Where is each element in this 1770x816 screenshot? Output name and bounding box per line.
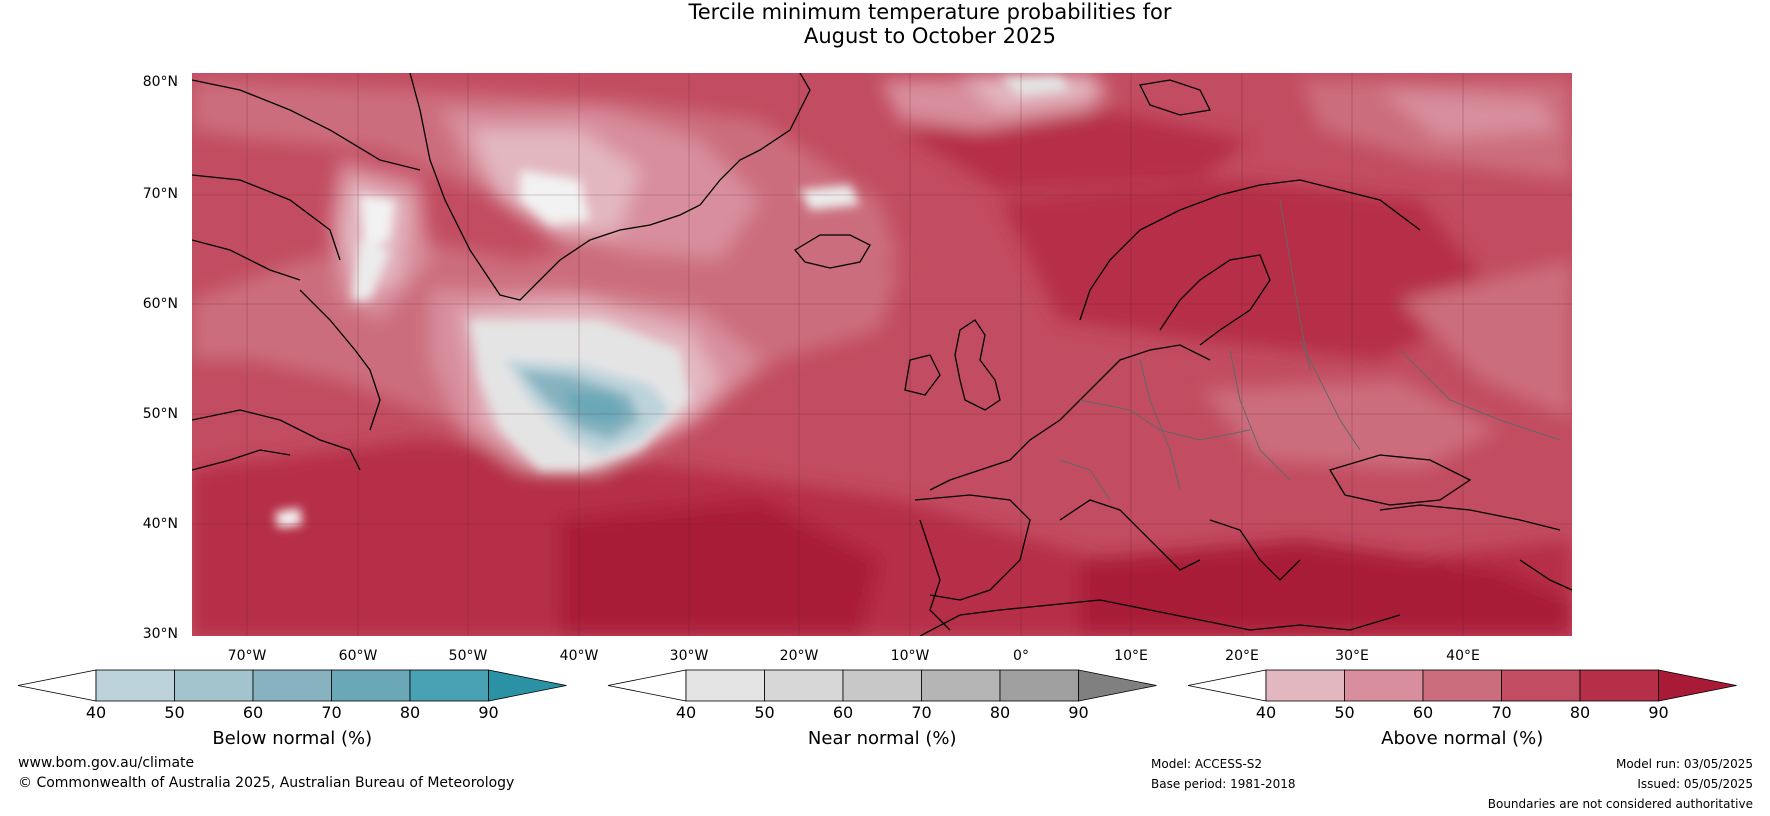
colorbar-extend-low: [17, 669, 97, 702]
lon-label: 10°W: [890, 648, 930, 664]
colorbar-segment: [409, 669, 489, 702]
colorbar-tick-label: 60: [832, 703, 854, 722]
colorbar-segment: [1344, 669, 1424, 702]
lon-label: 40°E: [1446, 648, 1480, 664]
boundaries-note: Boundaries are not considered authoritat…: [1487, 797, 1753, 811]
colorbar-tick-label: 80: [399, 703, 421, 722]
colorbar-segment: [764, 669, 844, 702]
colorbar-segment: [95, 669, 175, 702]
issued-text: Issued: 05/05/2025: [1637, 777, 1753, 791]
colorbar-tick-label: 40: [1255, 703, 1277, 722]
colorbar-segment: [685, 669, 765, 702]
colorbar-segment: [331, 669, 411, 702]
colorbars: [17, 669, 1737, 702]
colorbar-tick-label: 50: [1334, 703, 1355, 722]
graticule: [192, 73, 1572, 636]
website-link[interactable]: www.bom.gov.au/climate: [18, 755, 195, 771]
colorbar-label: Near normal (%): [807, 728, 957, 749]
lon-label: 60°W: [338, 648, 378, 664]
colorbar-tick-label: 90: [1068, 703, 1089, 722]
colorbar-segment: [1579, 669, 1659, 702]
colorbar-tick-label: 40: [85, 703, 107, 722]
lat-label: 80°N: [142, 74, 178, 90]
colorbar-tick-label: 70: [911, 703, 932, 722]
colorbar-tick-label: 60: [1412, 703, 1434, 722]
colorbar-tick-label: 50: [164, 703, 185, 722]
model-run-text: Model run: 03/05/2025: [1615, 757, 1753, 771]
lon-label: 70°W: [227, 648, 267, 664]
model-text: Model: ACCESS-S2: [1151, 757, 1263, 771]
colorbar-segment: [842, 669, 922, 702]
colorbar-tick-label: 50: [754, 703, 775, 722]
colorbar-tick-label: 80: [989, 703, 1011, 722]
colorbar-tick-label: 80: [1569, 703, 1591, 722]
colorbar-segment: [1265, 669, 1345, 702]
lat-label: 40°N: [142, 516, 178, 532]
colorbar-tick-label: 90: [478, 703, 499, 722]
lon-label: 0°: [1013, 648, 1029, 664]
colorbar-extend-high: [1658, 669, 1737, 702]
lon-label: 30°W: [669, 648, 709, 664]
coastlines: [192, 73, 1572, 636]
colorbar-extend-low: [607, 669, 687, 702]
lat-label: 60°N: [142, 296, 178, 312]
colorbar-segment: [174, 669, 254, 702]
colorbar-tick-label: 70: [321, 703, 342, 722]
colorbar-segment: [921, 669, 1001, 702]
colorbar-tick-label: 90: [1648, 703, 1669, 722]
lon-label: 50°W: [448, 648, 488, 664]
lon-label: 20°W: [779, 648, 819, 664]
colorbar-extend-high: [488, 669, 567, 702]
lat-label: 70°N: [142, 186, 178, 202]
lat-label: 30°N: [142, 626, 178, 642]
lon-label: 40°W: [559, 648, 599, 664]
colorbar-extend-low: [1187, 669, 1267, 702]
colorbar-segment: [252, 669, 332, 702]
colorbar-segment: [999, 669, 1079, 702]
colorbar-tick-label: 70: [1491, 703, 1512, 722]
colorbar-segment: [1501, 669, 1581, 702]
colorbar-tick-label: 60: [242, 703, 264, 722]
lon-label: 30°E: [1335, 648, 1369, 664]
chart-title: Tercile minimum temperature probabilitie…: [0, 0, 1770, 48]
lon-label: 20°E: [1225, 648, 1259, 664]
colorbar-segment: [1422, 669, 1502, 702]
colorbar-tick-label: 40: [675, 703, 697, 722]
title-line-1: Tercile minimum temperature probabilitie…: [688, 0, 1172, 24]
copyright-text: © Commonwealth of Australia 2025, Austra…: [18, 775, 515, 791]
probability-field: [192, 73, 1572, 636]
lon-label: 10°E: [1114, 648, 1148, 664]
borders: [1059, 199, 1561, 501]
colorbar-label: Above normal (%): [1381, 728, 1544, 749]
lat-label: 50°N: [142, 406, 178, 422]
colorbar-extend-high: [1078, 669, 1157, 702]
title-line-2: August to October 2025: [803, 24, 1057, 48]
base-period-text: Base period: 1981-2018: [1151, 777, 1296, 791]
colorbar-label: Below normal (%): [212, 728, 373, 749]
